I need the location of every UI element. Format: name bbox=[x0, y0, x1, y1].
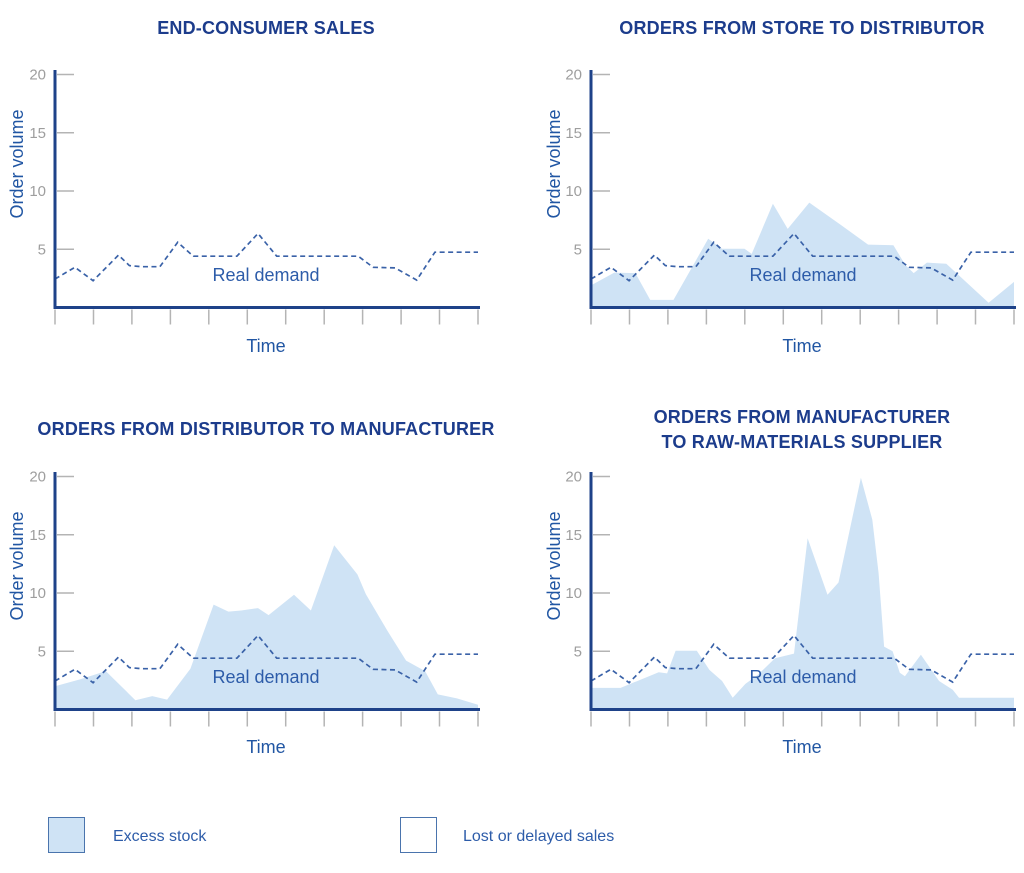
plot-svg: 5 10 15 20 bbox=[565, 67, 1016, 325]
real-demand-label: Real demand bbox=[212, 265, 320, 285]
x-axis-label: Time bbox=[246, 737, 286, 757]
plot-svg: 5 10 15 20 bbox=[565, 468, 1016, 726]
chart-orders-distributor-to-manufacturer: ORDERS FROM DISTRIBUTOR TO MANUFACTURER … bbox=[0, 390, 512, 780]
y-tick-label: 10 bbox=[29, 183, 46, 200]
chart-title-line-1: ORDERS FROM MANUFACTURER bbox=[653, 407, 951, 427]
real-demand-line bbox=[590, 232, 1014, 282]
excess-stock-area bbox=[591, 202, 1014, 308]
x-axis-label: Time bbox=[782, 737, 822, 757]
y-tick-label: 15 bbox=[565, 125, 582, 142]
plot-svg: 5 10 15 20 bbox=[29, 468, 480, 726]
lost-or-delayed-sales-swatch bbox=[400, 817, 437, 853]
y-tick-label: 20 bbox=[29, 67, 46, 84]
chart-end-consumer-sales: END-CONSUMER SALES Order volume 5 10 15 20 … bbox=[0, 0, 512, 390]
plot-area: 5 10 15 20 bbox=[512, 457, 1024, 757]
real-demand-label: Real demand bbox=[749, 265, 857, 285]
excess-stock-swatch bbox=[48, 817, 85, 853]
plot-area: 5 10 15 20 bbox=[512, 55, 1024, 355]
excess-stock-area bbox=[591, 477, 1014, 709]
y-tick-label: 10 bbox=[29, 585, 46, 602]
y-tick-label: 10 bbox=[565, 585, 582, 602]
y-tick-label: 15 bbox=[29, 526, 46, 543]
x-axis-label: Time bbox=[782, 336, 822, 356]
y-tick-label: 15 bbox=[29, 125, 46, 142]
real-demand-line bbox=[54, 633, 478, 684]
y-tick-label: 5 bbox=[574, 643, 582, 660]
chart-orders-manufacturer-to-supplier: ORDERS FROM MANUFACTURER TO RAW-MATERIAL… bbox=[512, 390, 1024, 780]
excess-stock-area bbox=[55, 544, 478, 709]
y-tick-label: 5 bbox=[574, 241, 582, 258]
y-tick-label: 10 bbox=[565, 183, 582, 200]
x-axis-label: Time bbox=[246, 336, 286, 356]
excess-stock-label: Excess stock bbox=[113, 828, 207, 845]
real-demand-label: Real demand bbox=[212, 667, 320, 687]
real-demand-line bbox=[54, 232, 478, 282]
legend: Excess stock Lost or delayed sales bbox=[0, 800, 1024, 873]
lost-or-delayed-sales-label: Lost or delayed sales bbox=[463, 828, 615, 845]
plot-area: 5 10 15 20 bbox=[0, 457, 512, 757]
chart-title: END-CONSUMER SALES bbox=[157, 18, 375, 38]
real-demand-line bbox=[590, 633, 1014, 684]
chart-title: ORDERS FROM STORE TO DISTRIBUTOR bbox=[619, 18, 985, 38]
y-tick-label: 20 bbox=[29, 468, 46, 485]
plot-svg: 5 10 15 20 bbox=[29, 67, 480, 325]
y-tick-label: 15 bbox=[565, 526, 582, 543]
plot-area: 5 10 15 20 bbox=[0, 55, 512, 355]
y-tick-label: 5 bbox=[38, 241, 46, 258]
chart-title-line-2: TO RAW-MATERIALS SUPPLIER bbox=[661, 432, 943, 452]
y-tick-label: 5 bbox=[38, 643, 46, 660]
chart-orders-store-to-distributor: ORDERS FROM STORE TO DISTRIBUTOR Order v… bbox=[512, 0, 1024, 390]
y-tick-label: 20 bbox=[565, 468, 582, 485]
real-demand-label: Real demand bbox=[749, 667, 857, 687]
chart-title: ORDERS FROM DISTRIBUTOR TO MANUFACTURER bbox=[37, 419, 495, 439]
y-tick-label: 20 bbox=[565, 67, 582, 84]
